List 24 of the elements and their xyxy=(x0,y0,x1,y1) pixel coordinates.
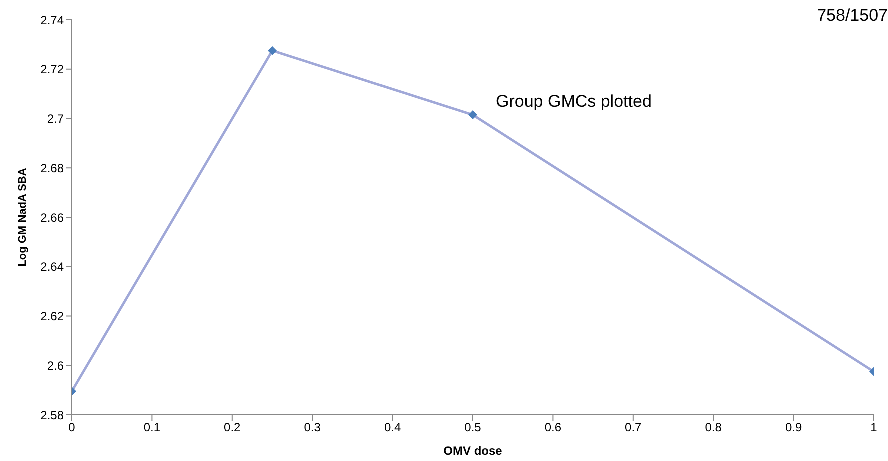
y-tick-label: 2.7 xyxy=(47,112,64,126)
x-tick-label: 1 xyxy=(870,420,878,435)
x-tick-label: 0.3 xyxy=(304,420,322,435)
x-axis-title: OMV dose xyxy=(444,444,503,458)
y-tick-label: 2.72 xyxy=(40,62,64,77)
x-tick-label: 0.5 xyxy=(464,420,482,435)
y-tick-label: 2.6 xyxy=(47,358,64,373)
y-tick-label: 2.66 xyxy=(40,210,64,225)
y-tick-label: 2.58 xyxy=(40,408,64,422)
annotation: 758/1507 xyxy=(817,6,888,26)
x-tick-label: 0.4 xyxy=(384,420,402,435)
y-axis-title: Log GM NadA SBA xyxy=(16,168,29,267)
y-tick-label: 2.64 xyxy=(40,260,64,274)
y-tick-label: 2.68 xyxy=(40,161,64,176)
x-tick-label: 0 xyxy=(68,420,76,435)
y-tick-label: 2.62 xyxy=(40,310,64,324)
x-tick-label: 0.9 xyxy=(785,420,802,435)
x-tick-label: 0.8 xyxy=(705,420,722,435)
annotation: Group GMCs plotted xyxy=(496,92,652,112)
x-tick-label: 0.2 xyxy=(224,420,242,435)
x-tick-label: 0.6 xyxy=(544,420,562,435)
y-tick-label: 2.74 xyxy=(40,13,64,28)
x-tick-label: 0.7 xyxy=(625,420,642,435)
x-tick-label: 0.1 xyxy=(144,420,161,435)
